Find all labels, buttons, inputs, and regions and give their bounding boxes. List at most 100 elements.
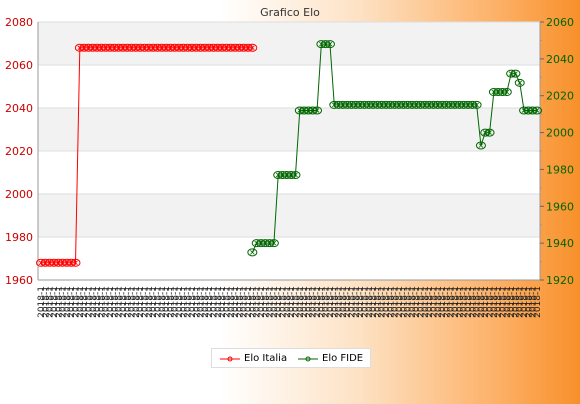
data-point: [532, 106, 542, 115]
plot-background: [38, 22, 540, 280]
data-point-cross: [250, 45, 255, 51]
right-axis: 1920 1940 1960 1980 2000 2020 2040 2060: [540, 16, 574, 287]
legend-item-elo-italia: Elo Italia: [220, 352, 296, 366]
x-tick-label: 2018-1: [421, 286, 431, 318]
x-tick-label: 2018-1: [529, 286, 539, 318]
data-point-cross: [513, 71, 518, 76]
x-tick-label: 2018-1: [235, 286, 245, 318]
x-tick-label: 2018-1: [477, 286, 487, 318]
x-tick-label: 2018-1: [369, 286, 379, 318]
x-tick-label: 2018-1: [201, 286, 211, 318]
x-tick-label: 2018-1: [365, 286, 375, 318]
data-point-cross: [73, 260, 78, 266]
x-tick-label: 2018-1: [253, 286, 263, 318]
x-tick-label: 2018-1: [417, 286, 427, 318]
x-tick-label: 2018-1: [313, 286, 323, 318]
x-tick-label: 2018-1: [46, 286, 56, 318]
x-tick-label: 2018-1: [179, 286, 189, 318]
chart-title: Grafico Elo: [260, 6, 320, 19]
x-tick-label: 2018-1: [335, 286, 345, 318]
data-point-cross: [478, 143, 484, 148]
x-tick-label: 2018-1: [386, 286, 396, 318]
data-point: [475, 141, 486, 150]
x-tick-label: 2018-1: [442, 286, 452, 318]
x-tick-label: 2018-1: [490, 286, 500, 318]
x-tick-label: 2018-1: [171, 286, 181, 318]
x-tick-label: 2018-1: [287, 286, 297, 318]
x-tick-label: 2018-1: [89, 286, 99, 318]
series-line: [41, 47, 253, 264]
x-tick-label: 2018-1: [80, 286, 90, 318]
plot-band: [38, 194, 540, 237]
right-tick-label: 1920: [546, 274, 574, 287]
x-tick-label: 2018-1: [429, 286, 439, 318]
x-tick-label: 2018-1: [106, 286, 116, 318]
x-tick-label: 2018-1: [41, 286, 51, 318]
x-tick-label: 2018-1: [283, 286, 293, 318]
data-point: [514, 78, 525, 87]
x-tick-label: 2018-1: [498, 286, 508, 318]
right-tick-label: 2040: [546, 53, 574, 66]
x-tick-label: 2018-1: [123, 286, 133, 318]
left-tick-label: 1980: [5, 231, 33, 244]
x-tick-label: 2018-1: [511, 286, 521, 318]
left-tick-label: 2020: [5, 145, 33, 158]
data-point-cross: [271, 240, 277, 246]
x-tick-label: 2018-1: [166, 286, 176, 318]
right-tick-label: 2000: [546, 127, 574, 140]
right-tick-label: 1980: [546, 163, 574, 176]
left-tick-label: 2000: [5, 188, 33, 201]
x-tick-label: 2018-1: [244, 286, 254, 318]
legend-label-elo-italia: Elo Italia: [244, 353, 288, 364]
x-tick-label: 2018-1: [119, 286, 129, 318]
chart-legend: Elo Italia Elo FIDE: [211, 348, 371, 368]
x-tick-label: 2018-1: [141, 286, 151, 318]
x-tick-label: 2018-1: [330, 286, 340, 318]
data-point-cross: [487, 130, 492, 135]
right-tick-label: 1940: [546, 237, 574, 250]
x-tick-label: 2018-1: [395, 286, 405, 318]
x-tick-label: 2018-1: [520, 286, 530, 318]
x-tick-label: 2018-1: [205, 286, 215, 318]
x-tick-label: 2018-1: [356, 286, 366, 318]
x-tick-label: 2018-1: [257, 286, 267, 318]
x-tick-label: 2018-1: [218, 286, 228, 318]
x-tick-label: 2018-1: [279, 286, 289, 318]
x-tick-label: 2018-1: [425, 286, 435, 318]
plot-band: [38, 151, 540, 194]
x-tick-label: 2018-1: [115, 286, 125, 318]
x-tick-label: 2018-1: [404, 286, 414, 318]
x-tick-label: 2018-1: [197, 286, 207, 318]
right-tick-label: 1960: [546, 200, 574, 213]
data-point-cross: [293, 172, 298, 178]
x-tick-label: 2018-1: [97, 286, 107, 318]
x-tick-label: 2018-1: [291, 286, 301, 318]
legend-label-elo-fide: Elo FIDE: [322, 353, 364, 364]
data-point: [324, 40, 335, 49]
x-tick-label: 2018-1: [352, 286, 362, 318]
x-tick-label: 2018-1: [460, 286, 470, 318]
x-tick-label: 2018-1: [128, 286, 138, 318]
x-tick-label: 2018-1: [378, 286, 388, 318]
x-tick-label: 2018-1: [270, 286, 280, 318]
x-tick-label: 2018-1: [304, 286, 314, 318]
x-tick-label: 2018-1: [274, 286, 284, 318]
data-point-cross: [314, 108, 320, 113]
data-point: [247, 43, 258, 52]
x-tick-label: 2018-1: [322, 286, 332, 318]
data-point-cross: [517, 80, 523, 86]
data-point: [247, 248, 258, 257]
x-tick-label: 2018-1: [175, 286, 185, 318]
left-tick-label: 1960: [5, 274, 33, 287]
data-point: [70, 258, 81, 267]
x-tick-label: 2018-1: [533, 286, 543, 318]
data-point: [484, 128, 495, 137]
series-elo-italia: [36, 43, 258, 267]
x-tick-label: 2018-1: [516, 286, 526, 318]
x-tick-label: 2018-1: [473, 286, 483, 318]
x-tick-label: 2018-1: [434, 286, 444, 318]
x-tick-label: 2018-1: [149, 286, 159, 318]
x-tick-label: 2018-1: [296, 286, 306, 318]
x-tick-label: 2018-1: [507, 286, 517, 318]
